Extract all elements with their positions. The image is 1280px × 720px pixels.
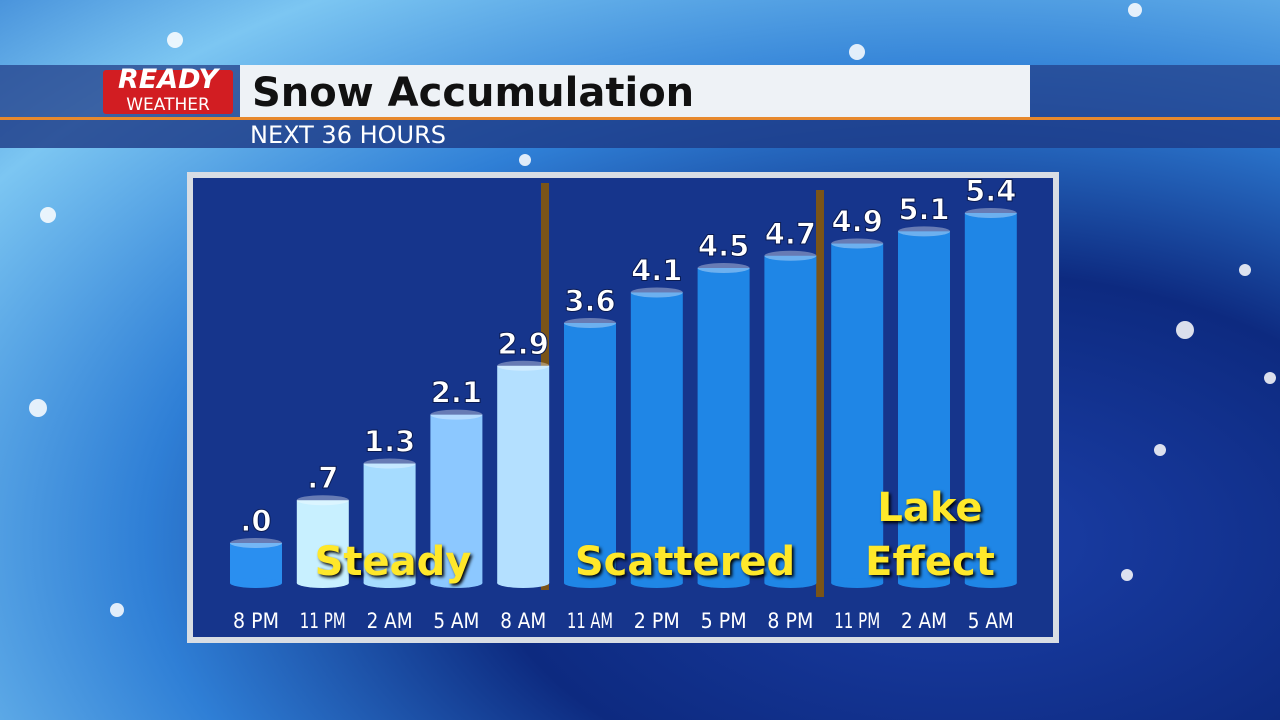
value-label: .0	[240, 504, 271, 538]
value-label: 5.4	[965, 174, 1016, 208]
annotation: Lake Effect	[865, 485, 995, 585]
bar-top	[564, 318, 616, 328]
subtitle-band	[0, 120, 1280, 148]
snowflakes	[29, 3, 1276, 617]
value-label: 4.9	[832, 205, 883, 239]
bar-base	[296, 578, 349, 588]
bar-top	[363, 458, 416, 469]
bar	[497, 365, 550, 583]
logo-box	[103, 70, 233, 114]
value-label: 2.9	[498, 327, 549, 361]
bar	[764, 255, 817, 583]
x-tick-label: 8 PM	[767, 609, 813, 633]
value-label: 4.1	[631, 253, 682, 287]
x-tick-label: 8 PM	[233, 609, 279, 633]
bar	[363, 463, 416, 583]
orange-rule	[0, 117, 1280, 120]
bar	[564, 323, 616, 583]
value-label: .7	[307, 461, 338, 495]
annotation: Steady	[314, 539, 472, 585]
bar-top	[898, 226, 950, 237]
bar-base	[764, 578, 817, 588]
bar-base	[564, 578, 616, 588]
x-tick-label: 5 PM	[701, 609, 747, 633]
x-tick-label: 11 AM	[567, 609, 613, 633]
value-label: 5.1	[898, 192, 949, 226]
x-tick-label: 11 PM	[300, 609, 346, 633]
bar-base	[497, 578, 550, 588]
bar-top	[764, 250, 817, 261]
bar	[296, 500, 349, 583]
bar-top	[497, 360, 550, 371]
logo-bottom: WEATHER	[126, 95, 210, 115]
value-label: 1.3	[364, 425, 415, 459]
bar-base	[363, 578, 416, 588]
bar	[964, 213, 1017, 583]
value-label: 2.1	[431, 376, 482, 410]
bar	[430, 414, 483, 583]
plot: .0 8 PM .7 11 PM 1.3 2 AM 2.1 5 AM 2.9 8 AM 3.6 11 …	[230, 174, 1017, 633]
bar-top	[630, 287, 683, 298]
x-tick-label: 2 AM	[901, 609, 947, 633]
x-tick-label: 2 AM	[367, 609, 413, 633]
x-tick-label: 8 AM	[500, 609, 546, 633]
bar-base	[630, 578, 683, 588]
logo-top: READY	[118, 64, 220, 95]
bar	[898, 231, 950, 584]
subtitle: NEXT 36 HOURS	[250, 121, 446, 149]
value-label: 4.5	[698, 229, 749, 263]
x-tick-label: 11 PM	[834, 609, 880, 633]
bar-top	[230, 538, 282, 548]
bar	[697, 268, 750, 583]
bar-base	[697, 578, 750, 588]
bar	[230, 543, 282, 583]
bar-base	[964, 578, 1017, 588]
bar-base	[430, 578, 483, 588]
bar-top	[296, 495, 349, 506]
value-label: 3.6	[564, 284, 615, 318]
bar	[831, 243, 884, 584]
bar-base	[898, 578, 950, 588]
x-tick-label: 5 AM	[433, 609, 479, 633]
title-band	[240, 65, 1030, 117]
bar-base	[831, 578, 884, 588]
bar-base	[230, 578, 282, 588]
bar-top	[430, 409, 483, 420]
divider	[816, 190, 824, 597]
bar-top	[831, 238, 884, 249]
bar	[630, 292, 683, 583]
value-label: 4.7	[765, 217, 816, 251]
annotation: Scattered	[574, 539, 796, 585]
x-tick-label: 5 AM	[968, 609, 1014, 633]
title: Snow Accumulation	[252, 70, 694, 116]
x-tick-label: 2 PM	[634, 609, 680, 633]
bar-top	[964, 208, 1017, 218]
bar-top	[697, 263, 750, 273]
